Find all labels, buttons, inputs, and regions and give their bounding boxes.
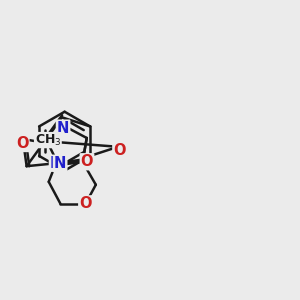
Text: N: N [57, 121, 69, 136]
Text: O: O [79, 196, 92, 211]
Text: N: N [54, 156, 66, 171]
Text: O: O [16, 136, 28, 151]
Text: N: N [50, 156, 62, 171]
Text: O: O [113, 143, 126, 158]
Text: O: O [81, 154, 93, 169]
Text: CH$_3$: CH$_3$ [34, 133, 61, 148]
